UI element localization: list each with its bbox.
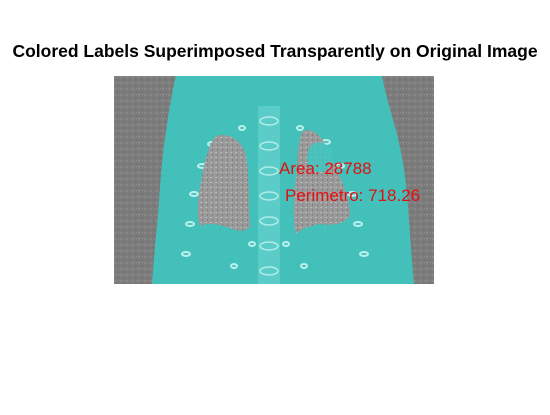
left-lung-region [197, 134, 250, 231]
figure-title: Colored Labels Superimposed Transparentl… [12, 41, 538, 61]
spine-shadow [258, 106, 280, 284]
area-annotation: Area: 28788 [279, 159, 372, 178]
perimeter-annotation: Perimetro: 718.26 [285, 186, 421, 205]
ct-image-overlay [114, 76, 434, 284]
body-label-region [152, 76, 414, 284]
heart-overlay [307, 142, 332, 173]
